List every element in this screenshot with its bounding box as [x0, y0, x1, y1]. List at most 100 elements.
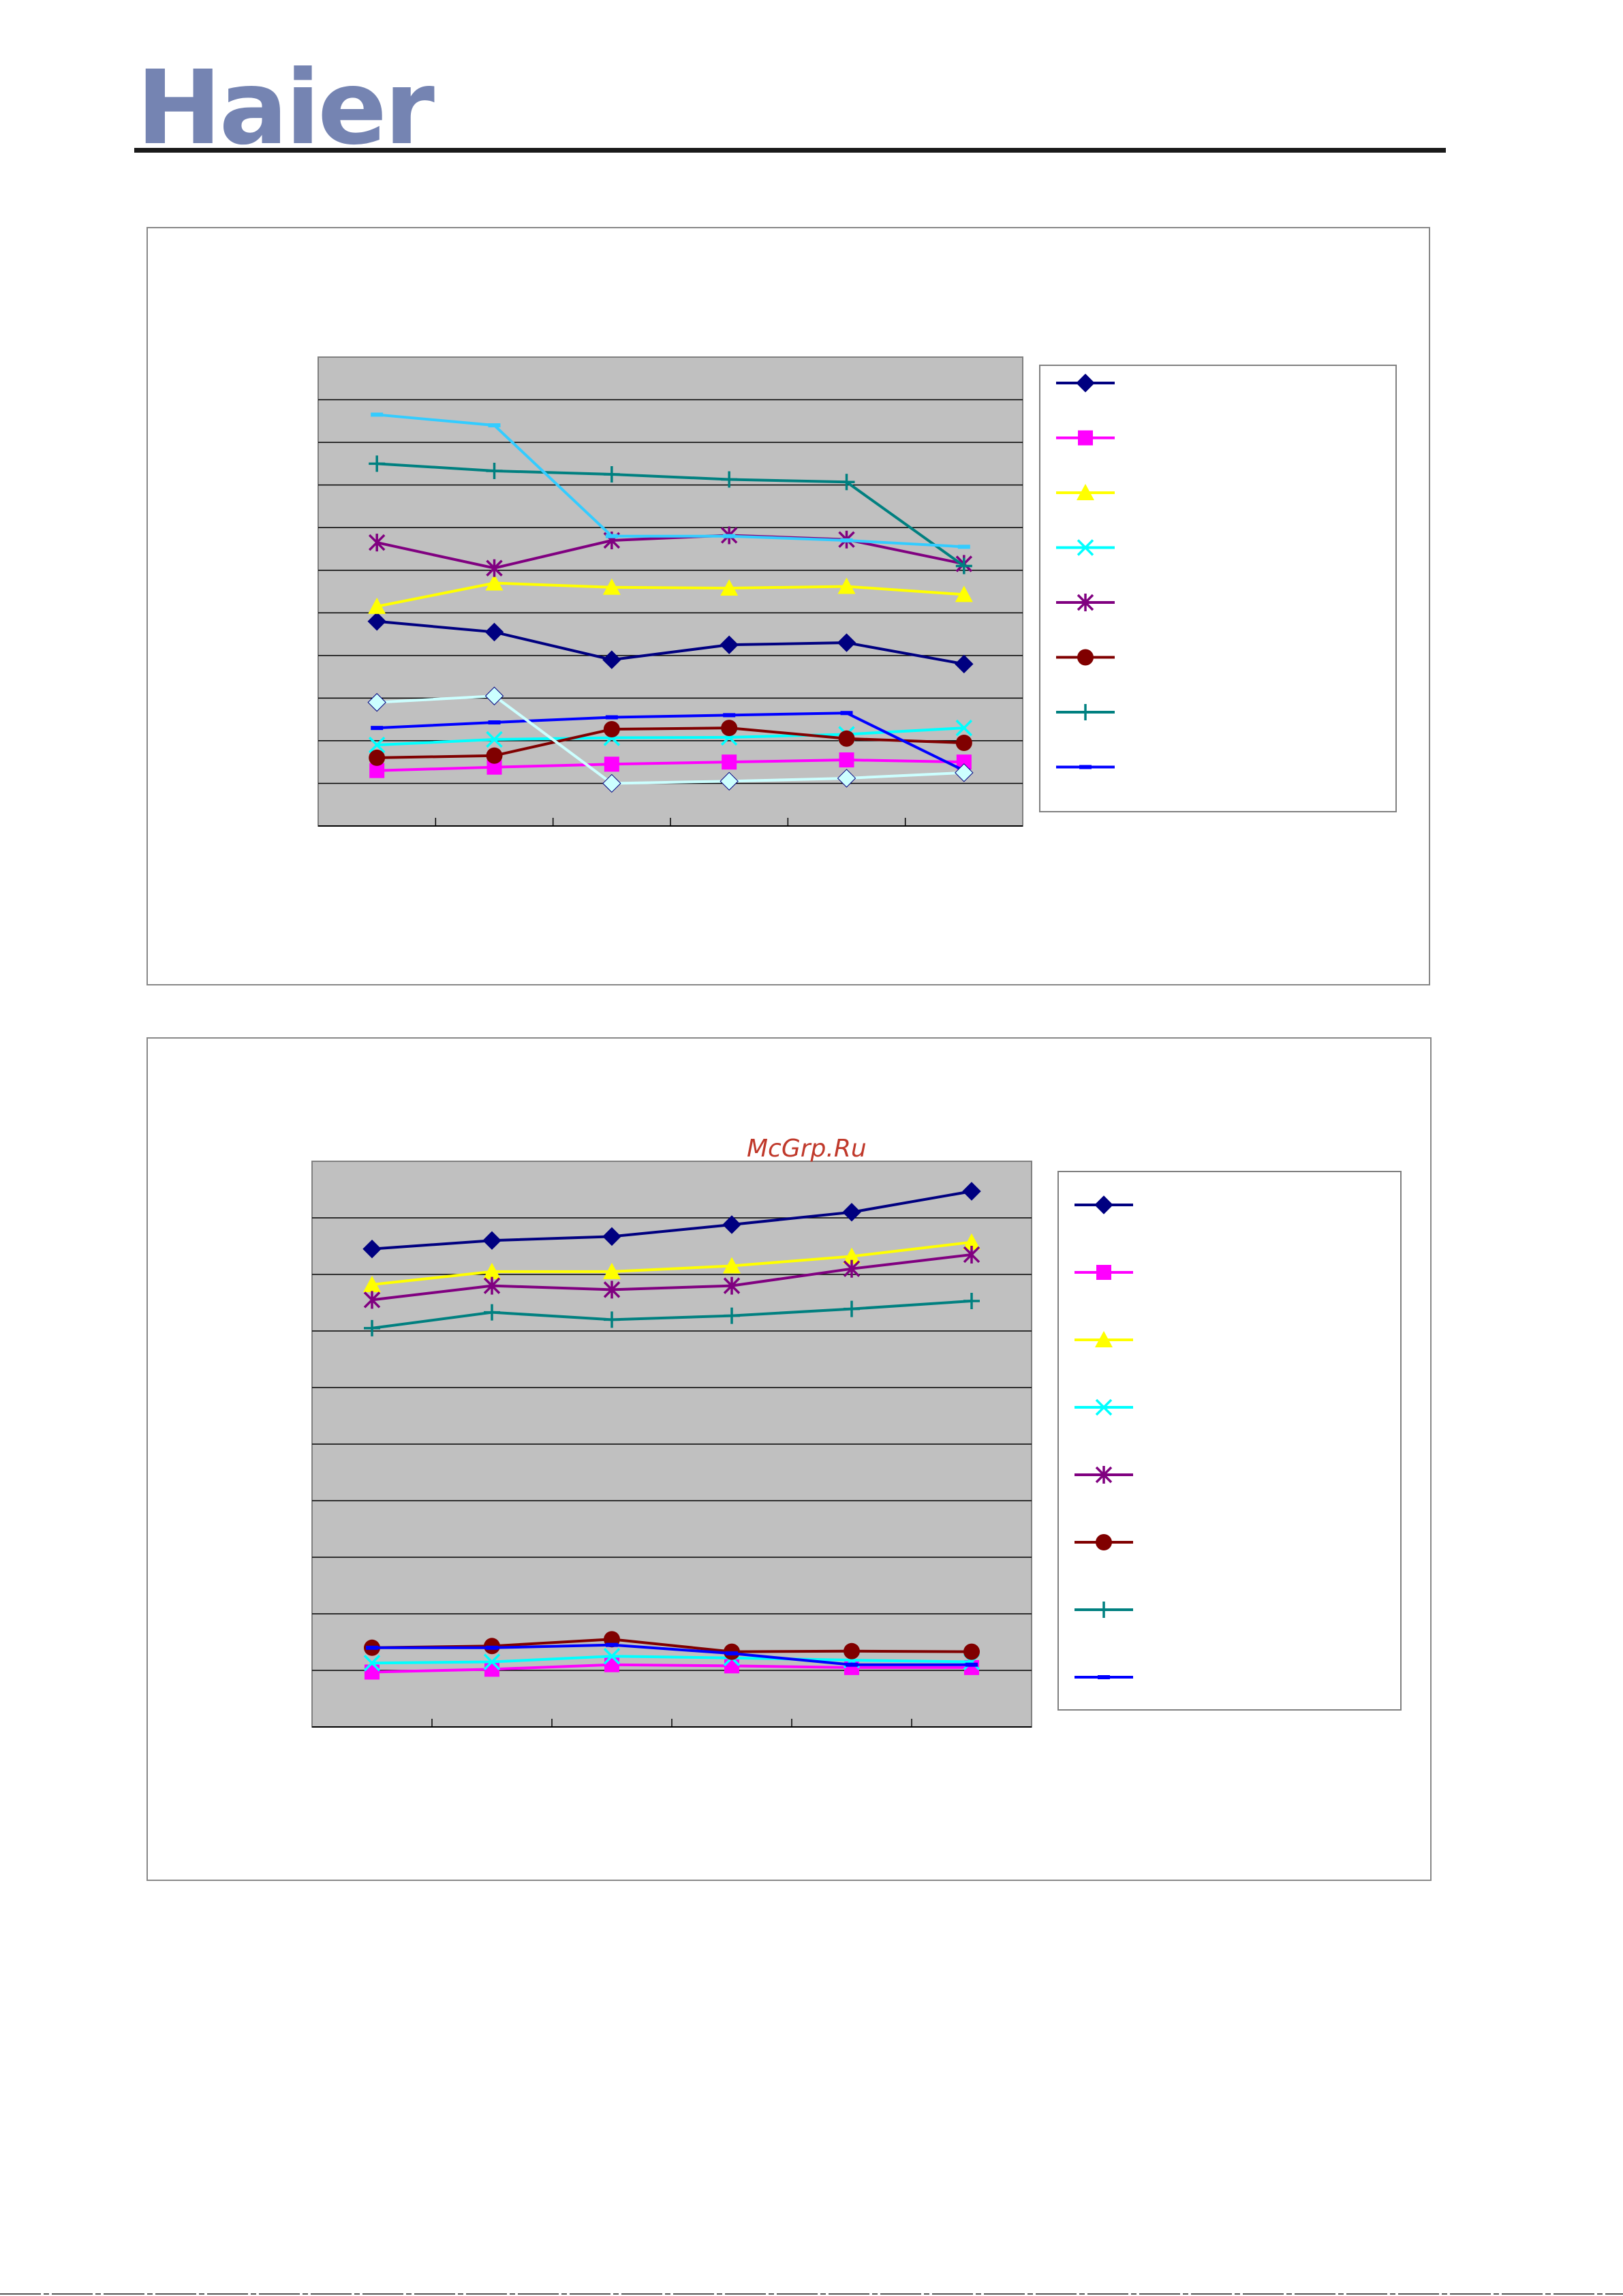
series-2-point [839, 752, 854, 768]
series-8-point [371, 726, 384, 731]
legend-marker-1 [1094, 1195, 1113, 1214]
series-2-point [724, 1658, 739, 1674]
series-7-point [486, 462, 503, 479]
series-1-point [955, 654, 974, 674]
series-8-line [372, 1643, 972, 1666]
series-7-point [369, 455, 386, 472]
series-7-point [838, 474, 855, 491]
series-2-point [722, 754, 737, 770]
series-7-point [484, 1304, 500, 1321]
legend-marker-6 [1096, 1534, 1112, 1550]
series-7-line [377, 462, 965, 568]
series-6-point [603, 721, 620, 738]
series-4-point [486, 731, 503, 748]
series-6-point [955, 735, 972, 752]
series-3-point [603, 1262, 621, 1279]
header-rule [134, 148, 1446, 153]
series-4-point [955, 719, 973, 737]
series-10-point [367, 692, 386, 712]
legend-marker-3 [1095, 1331, 1113, 1347]
series-3-point [723, 1257, 741, 1274]
series-5-point [368, 534, 386, 552]
series-3-point [843, 1247, 861, 1264]
series-5-point [483, 1276, 501, 1295]
series-4-point [368, 736, 386, 754]
series-9-point [723, 534, 736, 538]
series-10-point [484, 686, 504, 705]
series-2-point [956, 754, 972, 770]
series-4-point [483, 1653, 501, 1670]
series-3-point [363, 1275, 381, 1292]
series-6-point [838, 730, 855, 747]
series-8-point [840, 711, 853, 716]
series-9-line [376, 413, 964, 549]
series-10-line [377, 694, 964, 785]
series-1-point [837, 633, 856, 652]
legend-marker-7 [1096, 1602, 1112, 1618]
series-5-line [371, 1253, 972, 1302]
legend-marker-6 [1077, 649, 1094, 666]
series-1-line [371, 1190, 972, 1251]
chart-2 [311, 1161, 1402, 1728]
series-10-point [955, 763, 974, 782]
series-3-point [368, 597, 386, 614]
series-8-line [377, 711, 965, 772]
series-6-point [721, 720, 738, 737]
series-5-point [843, 1259, 861, 1278]
series-1-point [720, 635, 739, 654]
series-4-line [371, 1655, 972, 1665]
series-3-line [371, 1240, 972, 1286]
series-9-point [840, 538, 853, 542]
series-8-point [726, 1651, 738, 1656]
series-7-point [955, 557, 972, 575]
series-2-point [486, 759, 502, 775]
series-3-point [602, 578, 621, 595]
series-7-point [603, 466, 620, 483]
series-1-point [962, 1182, 981, 1201]
legend-box [1039, 365, 1397, 812]
series-7-point [721, 471, 738, 488]
series-2-point [484, 1662, 499, 1677]
series-2-point [604, 756, 619, 772]
series-8-point [366, 1645, 378, 1650]
legend-marker-5 [1095, 1466, 1113, 1484]
legend-marker-8 [1098, 1675, 1110, 1679]
series-7-point [844, 1300, 860, 1317]
series-4-line [377, 726, 964, 747]
series-1-point [602, 650, 621, 669]
series-5-point [363, 1291, 381, 1309]
legend-box [1057, 1171, 1402, 1711]
series-8-point [846, 1662, 858, 1667]
header: Haier [134, 49, 1446, 168]
series-4-point [363, 1654, 381, 1672]
series-2-point [604, 1657, 619, 1672]
series-10-point [720, 771, 739, 791]
series-5-point [486, 559, 503, 577]
series-7-line [371, 1300, 972, 1330]
series-4-point [603, 1648, 621, 1665]
series-9-point [488, 423, 501, 428]
legend-marker-4 [1095, 1398, 1113, 1416]
series-8-point [606, 1642, 618, 1647]
chart-1 [318, 356, 1397, 827]
series-1-point [484, 622, 504, 642]
series-8-point [605, 715, 618, 720]
series-8-point [486, 1645, 498, 1650]
legend-marker-2 [1096, 1265, 1111, 1280]
series-2-point [369, 763, 385, 778]
series-6-point [369, 749, 386, 766]
series-8-point [488, 720, 501, 725]
series-8-point [965, 1662, 978, 1667]
series-10-point [602, 774, 621, 793]
series-7-point [963, 1293, 980, 1310]
legend-marker-7 [1077, 704, 1094, 720]
series-3-point [955, 585, 973, 602]
series-1-point [482, 1231, 501, 1250]
legend-marker-3 [1077, 484, 1094, 500]
series-2-line [371, 1663, 972, 1674]
series-3-point [837, 577, 856, 594]
series-1-point [722, 1215, 741, 1234]
series-5-line [376, 534, 965, 570]
series-7-point [364, 1319, 380, 1336]
